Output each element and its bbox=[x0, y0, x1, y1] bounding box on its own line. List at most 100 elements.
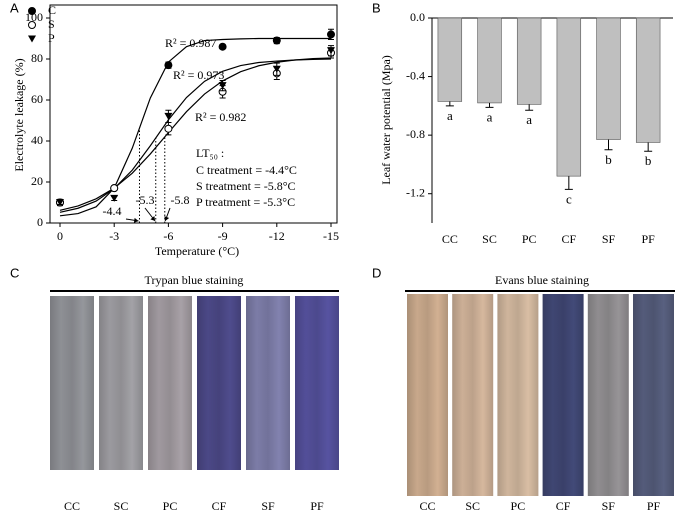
y-axis-label: Electrolyte leakage (%) bbox=[12, 58, 26, 171]
error-bar bbox=[564, 176, 573, 190]
marker bbox=[272, 36, 281, 45]
leaf-image bbox=[99, 296, 143, 470]
bar bbox=[477, 17, 502, 104]
error-bar bbox=[445, 101, 454, 107]
legend-label: C bbox=[48, 3, 56, 17]
legend-marker bbox=[28, 21, 36, 29]
marker bbox=[164, 112, 173, 120]
marker bbox=[327, 30, 335, 39]
x-tick-label: -12 bbox=[269, 229, 285, 243]
leaf-image bbox=[633, 294, 674, 496]
arrow-head bbox=[133, 217, 139, 223]
marker bbox=[218, 82, 227, 90]
plot-frame bbox=[49, 4, 338, 224]
x-tick-label: PF bbox=[641, 232, 655, 246]
y-tick-label: 0 bbox=[37, 215, 43, 229]
lt50-line: P treatment = -5.3°C bbox=[196, 195, 295, 209]
image-label: SF bbox=[602, 499, 616, 513]
y-tick-label: 20 bbox=[31, 174, 43, 188]
marker bbox=[272, 65, 281, 73]
lt50-line: C treatment = -4.4°C bbox=[196, 163, 297, 177]
panel-label: D bbox=[372, 265, 381, 280]
bar bbox=[437, 17, 463, 102]
image-label: CC bbox=[64, 499, 80, 513]
image-panel-title: Trypan blue staining bbox=[145, 273, 244, 287]
fit-curve bbox=[59, 57, 332, 211]
leaf-image bbox=[407, 294, 448, 496]
y-tick-label: 40 bbox=[31, 133, 43, 147]
legend-label: P bbox=[48, 31, 55, 45]
significance-letter: b bbox=[605, 152, 612, 167]
significance-letter: a bbox=[487, 109, 493, 124]
marker bbox=[218, 42, 227, 51]
marker bbox=[110, 194, 119, 202]
lt50-title: LT₅₀ : bbox=[196, 146, 224, 160]
y-tick-label: -1.2 bbox=[406, 185, 425, 199]
significance-letter: c bbox=[566, 191, 572, 206]
y-tick-label: 60 bbox=[31, 92, 43, 106]
x-tick-label: 0 bbox=[57, 229, 63, 243]
marker bbox=[327, 47, 335, 55]
leaf-image bbox=[246, 296, 290, 470]
marker bbox=[56, 199, 64, 206]
image-label: CC bbox=[419, 499, 435, 513]
image-panel-title: Evans blue staining bbox=[495, 273, 589, 287]
significance-letter: a bbox=[526, 112, 532, 127]
error-bar bbox=[485, 102, 494, 108]
y-axis-label: Leaf water potential (Mpa) bbox=[379, 55, 393, 185]
x-tick-label: PC bbox=[522, 232, 537, 246]
x-tick-label: CF bbox=[561, 232, 576, 246]
significance-letter: b bbox=[645, 153, 652, 168]
leaf-image bbox=[452, 294, 494, 496]
fit-curve bbox=[59, 58, 332, 213]
bar bbox=[596, 17, 621, 140]
lt50-marker-label: -5.8 bbox=[171, 193, 190, 207]
image-label: CF bbox=[212, 499, 227, 513]
fit-curve bbox=[59, 37, 331, 217]
bar bbox=[516, 17, 542, 105]
leaf-image bbox=[295, 296, 339, 470]
lt50-marker-label: -4.4 bbox=[103, 204, 122, 218]
error-bar bbox=[525, 104, 534, 111]
y-tick-label: 80 bbox=[31, 51, 43, 65]
legend-marker bbox=[28, 7, 36, 15]
panel-label: B bbox=[372, 0, 381, 15]
significance-letter: a bbox=[447, 108, 453, 123]
leaf-image bbox=[50, 296, 94, 470]
leaf-image bbox=[148, 296, 192, 470]
arrow-head bbox=[164, 216, 170, 221]
lt50-marker-label: -5.3 bbox=[136, 193, 155, 207]
fit-label: R² = 0.982 bbox=[195, 110, 246, 124]
lt50-line: S treatment = -5.8°C bbox=[196, 179, 296, 193]
y-tick-label: -0.4 bbox=[406, 68, 425, 82]
arrow-head bbox=[150, 216, 156, 221]
x-tick-label: CC bbox=[442, 232, 458, 246]
marker bbox=[164, 61, 173, 70]
image-label: PF bbox=[647, 499, 661, 513]
leaf-image bbox=[542, 294, 584, 496]
fit-label: R² = 0.973 bbox=[173, 68, 224, 82]
legend-marker bbox=[28, 35, 36, 43]
legend-label: S bbox=[48, 17, 55, 31]
marker bbox=[110, 184, 119, 193]
leaf-image bbox=[497, 294, 539, 496]
marker bbox=[164, 124, 173, 133]
image-label: SF bbox=[261, 499, 275, 513]
image-label: PC bbox=[163, 499, 178, 513]
x-tick-label: SF bbox=[602, 232, 616, 246]
y-tick-label: -0.8 bbox=[406, 127, 425, 141]
leaf-image bbox=[197, 296, 241, 470]
error-bar bbox=[604, 139, 613, 151]
bar bbox=[635, 17, 661, 143]
fit-label: R² = 0.987 bbox=[165, 36, 216, 50]
bar bbox=[556, 17, 582, 177]
x-tick-label: SC bbox=[482, 232, 497, 246]
error-bar bbox=[644, 142, 653, 152]
image-label: SC bbox=[465, 499, 480, 513]
image-label: SC bbox=[114, 499, 129, 513]
x-tick-label: -15 bbox=[323, 229, 339, 243]
x-tick-label: -9 bbox=[218, 229, 228, 243]
y-tick-label: 0.0 bbox=[410, 10, 425, 24]
